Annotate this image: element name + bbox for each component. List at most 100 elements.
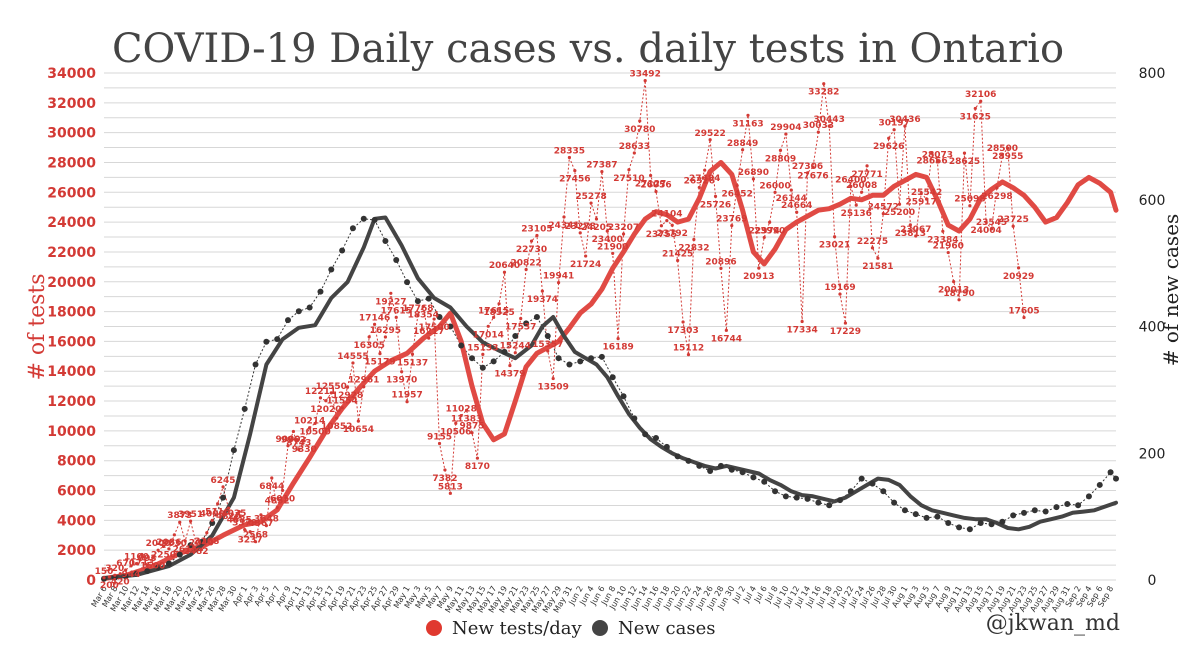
test-data-label: 7382 (432, 474, 457, 484)
test-data-label: 30436 (889, 115, 920, 125)
legend-label-cases: New cases (618, 618, 715, 639)
test-point (151, 556, 155, 560)
test-point (302, 439, 306, 443)
case-point (349, 225, 356, 232)
case-point (977, 519, 984, 526)
y-tick-left: 34000 (47, 66, 96, 82)
test-data-label: 19227 (375, 297, 406, 307)
case-point (274, 336, 281, 343)
test-data-label: 4367 (248, 519, 273, 529)
test-data-label: 31625 (960, 112, 991, 122)
test-point (497, 302, 501, 306)
test-data-label: 18354 (408, 310, 439, 320)
y-axis-label-left: # of tests (25, 273, 50, 380)
test-point (313, 421, 317, 426)
test-data-label: 3168 (194, 537, 219, 547)
test-point (887, 136, 891, 140)
test-data-label: 15112 (673, 344, 704, 354)
test-data-label: 14555 (337, 352, 368, 362)
test-point (329, 391, 333, 395)
case-point (804, 495, 811, 502)
test-data-label: 3951 (178, 510, 203, 520)
test-point (308, 426, 312, 430)
test-data-label: 20913 (743, 272, 774, 282)
test-point (600, 170, 604, 174)
test-point (800, 319, 804, 324)
test-data-label: 23769 (716, 215, 747, 225)
test-point (924, 197, 929, 201)
case-point (360, 215, 367, 222)
test-point (437, 441, 442, 446)
test-point (676, 258, 680, 263)
test-point (145, 563, 149, 567)
case-point (544, 333, 551, 340)
test-point (486, 324, 490, 328)
test-data-label: 33282 (808, 88, 839, 98)
test-data-label: 33492 (630, 70, 661, 80)
case-point (956, 524, 963, 531)
test-point (632, 151, 636, 155)
test-data-label: 19169 (824, 283, 855, 293)
legend: New tests/day New cases (426, 618, 715, 639)
case-point (717, 462, 724, 469)
test-point (827, 124, 831, 128)
test-data-label: 25726 (700, 200, 731, 210)
test-data-label: 11554 (326, 397, 357, 407)
test-point (275, 506, 279, 510)
case-point (1042, 508, 1049, 515)
test-data-label: 993 (138, 554, 157, 564)
test-point (199, 547, 204, 552)
test-point (513, 351, 517, 355)
test-data-label: 28656 (916, 157, 947, 167)
test-point (519, 316, 523, 321)
test-point (648, 173, 653, 178)
test-point (562, 215, 566, 219)
case-point (1075, 502, 1082, 509)
test-data-label: 20929 (1003, 272, 1034, 282)
test-data-label: 1100 (124, 553, 149, 563)
case-point (555, 355, 562, 362)
test-point (594, 217, 599, 221)
test-data-label: 17768 (402, 304, 433, 314)
case-point (122, 573, 129, 580)
case-point (165, 560, 172, 567)
test-point (118, 572, 122, 576)
test-point (335, 416, 339, 420)
test-data-label: 6010 (270, 494, 295, 504)
case-point (501, 348, 508, 355)
y-tick-left: 10000 (47, 424, 96, 440)
case-point (523, 320, 530, 327)
test-data-label: 9155 (427, 432, 452, 442)
test-data-label: 320 (105, 564, 124, 574)
test-point (740, 148, 745, 152)
test-point (394, 315, 398, 319)
case-point (230, 447, 237, 454)
case-point (1031, 507, 1038, 514)
case-point (295, 308, 302, 315)
test-data-label: 28625 (949, 157, 980, 167)
test-data-label: 24341 (548, 221, 579, 231)
test-point (475, 456, 480, 460)
test-data-label: 15244 (500, 342, 531, 352)
test-point (508, 363, 512, 368)
test-point (881, 211, 885, 216)
test-point (832, 235, 837, 239)
series-line-tests-average (101, 160, 1119, 581)
test-point (356, 419, 360, 423)
y-tick-left: 14000 (47, 364, 96, 380)
test-data-label: 24572 (868, 203, 899, 213)
test-point (286, 444, 290, 448)
test-data-label: 23545 (976, 218, 1007, 228)
test-point (194, 541, 198, 545)
case-point (382, 237, 389, 244)
case-point (837, 497, 843, 504)
test-point (161, 544, 166, 549)
test-data-label: 26326 (684, 176, 715, 186)
test-point (778, 148, 783, 153)
case-point (447, 323, 454, 330)
test-point (946, 250, 950, 255)
test-point (584, 254, 588, 258)
test-point (703, 168, 707, 172)
test-data-label: 27127 (635, 179, 666, 189)
case-point (339, 247, 346, 254)
